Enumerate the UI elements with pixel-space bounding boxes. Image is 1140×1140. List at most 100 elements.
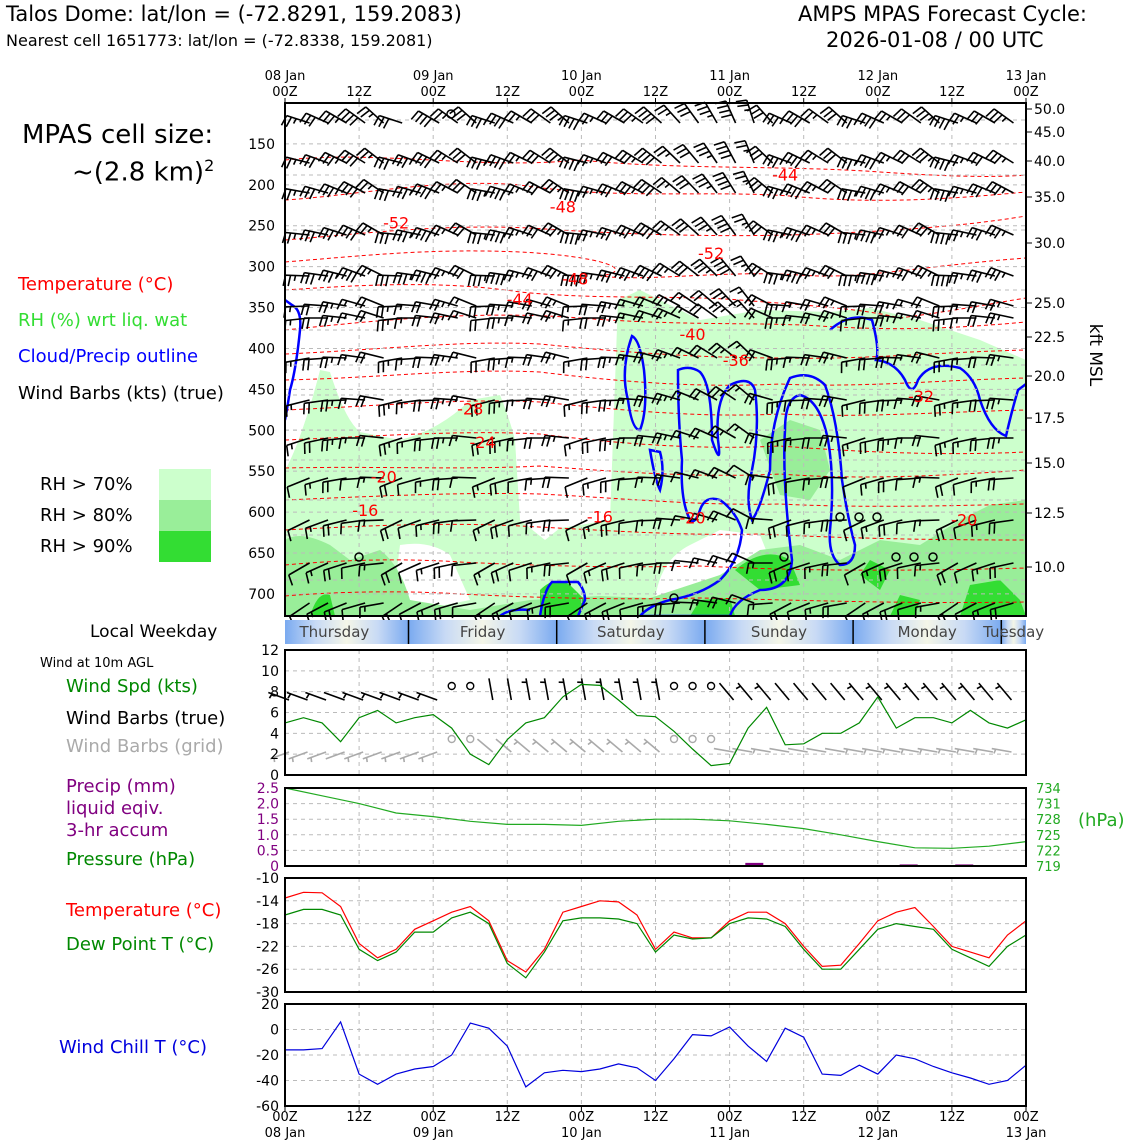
barb-flag <box>546 477 551 489</box>
barb-flag <box>646 271 655 282</box>
barb-flag <box>943 160 950 172</box>
barb-staff <box>768 562 792 574</box>
barb-half-flag <box>365 757 368 763</box>
barb-half-flag <box>695 471 700 477</box>
upper-wind-barb <box>597 356 625 369</box>
barb-flag <box>380 275 384 287</box>
wind-barb-true <box>754 682 772 701</box>
calm-marker <box>835 512 845 522</box>
calm-marker <box>706 681 716 691</box>
barb-staff <box>600 314 625 319</box>
barb-staff <box>897 312 922 319</box>
legend-precip-accum: 3-hr accum <box>66 820 169 841</box>
pressure-grid <box>285 788 1026 866</box>
upper-wind-barb <box>447 264 477 280</box>
barb-staff <box>323 269 347 277</box>
barb-flag <box>614 299 621 310</box>
barb-flag <box>356 476 361 489</box>
barb-flag <box>860 273 866 285</box>
barb-staff <box>897 562 922 569</box>
barb-staff <box>879 602 903 613</box>
barb-staff <box>643 106 663 124</box>
barb-half-flag <box>402 757 406 763</box>
upper-wind-barb <box>355 147 385 164</box>
barb-staff <box>619 602 644 611</box>
barb-half-flag <box>959 116 965 123</box>
barb-flag <box>417 400 422 412</box>
barb-flag <box>764 317 768 329</box>
barb-staff <box>933 274 958 277</box>
barb-flag <box>436 479 440 491</box>
cell-size-value: ~(2.8 km)2 <box>72 156 214 188</box>
barb-staff <box>917 264 940 277</box>
upper-wind-barb <box>508 562 533 582</box>
upper-wind-barb <box>967 314 996 327</box>
barb-half-flag <box>956 748 960 754</box>
barb-staff <box>717 301 737 319</box>
barb-flag <box>802 479 806 491</box>
upper-wind-barb <box>763 271 792 285</box>
barb-flag <box>635 565 639 577</box>
barb-half-flag <box>665 152 671 158</box>
barb-half-flag <box>566 306 570 313</box>
barb-flag <box>769 317 773 329</box>
barb-flag <box>966 110 975 120</box>
barb-staff <box>546 264 570 277</box>
barb-flag <box>971 271 978 282</box>
barb-half-flag <box>640 520 644 527</box>
barb-flag <box>744 262 753 272</box>
barb-flag <box>415 185 423 196</box>
barb-staff <box>476 738 494 753</box>
barb-flag <box>435 437 440 449</box>
barb-flag <box>308 116 316 127</box>
barb-staff <box>434 298 458 307</box>
barb-flag <box>470 116 478 128</box>
rh80-mid-region <box>760 420 830 500</box>
barb-staff <box>641 178 662 194</box>
barb-staff <box>878 519 903 527</box>
upper-wind-barb <box>467 274 495 287</box>
barb-staff <box>718 682 735 701</box>
barb-flag <box>307 359 310 371</box>
time-date-label: 12 Jan <box>857 69 898 84</box>
barb-flag <box>541 106 552 115</box>
forecast-cycle-value: 2026-01-08 / 00 UTC <box>826 28 1044 52</box>
barb-staff <box>767 477 792 486</box>
barb-flag <box>919 269 928 280</box>
legend-cloud: Cloud/Precip outline <box>18 346 199 367</box>
barb-flag <box>672 175 683 183</box>
barb-staff <box>566 562 588 576</box>
upper-wind-barb <box>411 314 440 327</box>
barb-staff <box>637 519 662 522</box>
weekday-label: Saturday <box>597 623 665 641</box>
upper-wind-barb <box>707 385 737 401</box>
barb-staff <box>807 149 829 164</box>
barb-flag <box>471 486 476 498</box>
barb-staff <box>723 141 737 164</box>
barb-half-flag <box>809 608 812 614</box>
barb-flag <box>410 152 419 162</box>
barb-flag <box>933 116 941 128</box>
barb-flag <box>817 296 826 307</box>
wind-barb-grid <box>899 747 919 754</box>
barb-half-flag <box>788 302 792 309</box>
barb-half-flag <box>844 306 848 313</box>
barb-half-flag <box>511 400 514 407</box>
barb-flag <box>308 157 316 169</box>
upper-wind-barb <box>429 312 458 325</box>
barb-flag <box>843 574 849 586</box>
upper-wind-barb <box>490 562 514 584</box>
barb-flag <box>896 226 905 237</box>
barb-staff <box>601 562 625 572</box>
barb-flag <box>357 520 361 532</box>
contour-label: -52 <box>698 244 724 263</box>
barb-staff <box>748 517 773 521</box>
barb-staff <box>915 395 940 401</box>
barb-flag <box>485 304 491 316</box>
upper-wind-barb <box>299 112 329 127</box>
barb-flag <box>804 300 811 311</box>
barb-half-flag <box>330 316 334 323</box>
barb-flag <box>340 226 349 237</box>
barb-half-flag <box>441 185 446 192</box>
nearest-cell-subtitle: Nearest cell 1651773: lat/lon = (-72.833… <box>6 31 433 50</box>
